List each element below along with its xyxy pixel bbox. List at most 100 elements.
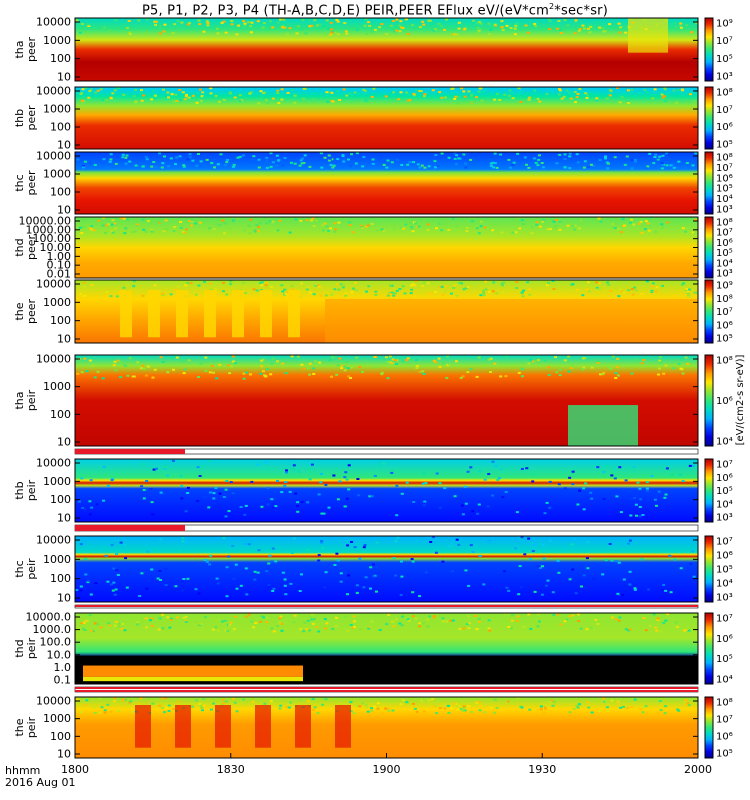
colorbar-units-label: [eV/(cm2-s sr-eV)]	[735, 354, 746, 445]
y-tick-label: 10000.00	[19, 215, 72, 228]
colorbar-tick-label: 10⁸	[716, 88, 733, 99]
colorbar-tick-label: 10³	[716, 205, 733, 216]
colorbar-tick-label: 10⁷	[716, 715, 733, 726]
y-axis-label: thapeer	[13, 37, 38, 63]
colorbar-tick-label: 10⁶	[716, 173, 733, 184]
colorbar-tick-label: 10³	[716, 269, 733, 280]
panel-thb-peir: 10000 1000 100 10 thbpeir 10⁷ 10⁶ 10⁵ 10⁴ 10³	[13, 457, 733, 525]
time-axis-label: hhmm	[5, 764, 41, 777]
y-axis-label: thapeir	[13, 389, 38, 411]
panel-tha-peer: 10000 1000 100 10 thapeer 10⁹ 10⁷ 10⁵ 10³	[13, 16, 733, 84]
y-tick-label: 100	[50, 493, 71, 506]
y-tick-label: 10	[57, 512, 71, 525]
y-tick-label: 10000	[36, 278, 71, 291]
colorbar	[704, 535, 714, 603]
status-bar	[74, 524, 699, 532]
status-bar	[74, 686, 699, 693]
y-tick-label: 10000	[36, 534, 71, 547]
y-axis-label: thepeir	[13, 716, 38, 738]
y-tick-label: 100	[50, 121, 71, 134]
colorbar-tick-label: 10³	[716, 72, 733, 83]
y-axis-label: thdpeer	[13, 235, 38, 261]
y-tick-label: 10000	[36, 150, 71, 163]
panel-the-peer: 10000 1000 100 10 thepeer 10⁹ 10⁸ 10⁷ 10⁶ 10⁵	[13, 278, 733, 346]
y-tick-label: 100.0	[40, 636, 72, 649]
colorbar-tick-label: 10⁶	[716, 732, 733, 743]
y-tick-label: 10000.0	[26, 611, 72, 624]
y-tick-label: 1000	[43, 380, 71, 393]
colorbar	[704, 17, 714, 82]
colorbar	[704, 458, 714, 523]
y-axis-label: thbpeir	[13, 479, 38, 501]
colorbar-tick-label: 10⁴	[716, 194, 733, 205]
y-tick-label: 10	[57, 71, 71, 84]
colorbar-tick-label: 10⁵	[716, 140, 733, 151]
colorbar-tick-label: 10⁵	[716, 486, 733, 497]
colorbar-tick-label: 10⁶	[716, 122, 733, 133]
colorbar-tick-label: 10⁶	[716, 396, 733, 407]
y-tick-label: 100	[50, 186, 71, 199]
y-tick-label: 1000	[43, 34, 71, 47]
colorbar-tick-label: 10⁸	[716, 153, 733, 164]
x-tick-label: 1930	[528, 763, 556, 776]
y-tick-label: 10000	[36, 16, 71, 29]
y-tick-label: 10	[57, 204, 71, 217]
colorbar-tick-label: 10⁷	[716, 163, 733, 174]
date-label: 2016 Aug 01	[5, 776, 76, 789]
colorbar-tick-label: 10⁵	[716, 54, 733, 65]
colorbar-tick-label: 10⁹	[716, 19, 733, 30]
y-tick-label: 100	[50, 408, 71, 421]
y-tick-label: 10.0	[47, 648, 72, 661]
colorbar-tick-label: 10⁵	[716, 334, 733, 345]
y-tick-label: 1.00	[47, 250, 72, 263]
colorbar-tick-label: 10⁷	[716, 228, 733, 239]
y-tick-label: 1000	[43, 475, 71, 488]
y-axis-label: thbpeer	[13, 105, 38, 131]
colorbar-tick-label: 10⁵	[716, 565, 733, 576]
y-tick-label: 10.00	[40, 241, 72, 254]
x-tick-label: 1800	[61, 763, 89, 776]
colorbar-tick-label: 10⁴	[716, 258, 733, 269]
y-tick-label: 100	[50, 572, 71, 585]
colorbar-tick-label: 10³	[716, 593, 733, 604]
colorbar-tick-label: 10⁶	[716, 473, 733, 484]
colorbar-tick-label: 10⁴	[716, 675, 733, 686]
y-tick-label: 1000	[43, 168, 71, 181]
colorbar-tick-label: 10⁸	[716, 698, 733, 709]
y-tick-label: 10	[57, 592, 71, 605]
colorbar-tick-label: 10⁵	[716, 654, 733, 665]
colorbar-tick-label: 10⁸	[716, 218, 733, 229]
status-bar	[74, 448, 699, 455]
colorbar-tick-label: 10³	[716, 513, 733, 524]
y-tick-label: 0.10	[47, 259, 72, 272]
y-tick-label: 1000.00	[26, 223, 72, 236]
y-tick-label: 10000	[36, 353, 71, 366]
y-tick-label: 10	[57, 139, 71, 152]
y-tick-label: 100	[50, 52, 71, 65]
colorbar-tick-label: 10⁵	[716, 749, 733, 760]
colorbar-tick-label: 10⁶	[716, 238, 733, 249]
colorbar	[704, 86, 714, 150]
y-tick-label: 1000.0	[33, 623, 72, 636]
colorbar	[704, 354, 714, 447]
y-axis-label: thepeer	[13, 299, 38, 325]
y-tick-label: 0.1	[54, 674, 72, 687]
y-axis-label: thcpeer	[13, 170, 38, 196]
colorbar-tick-label: 10⁷	[716, 105, 733, 116]
x-tick-label: 1900	[373, 763, 401, 776]
y-tick-label: 100.00	[33, 232, 72, 245]
colorbar	[704, 696, 714, 759]
colorbar-tick-label: 10⁴	[716, 437, 733, 448]
y-tick-label: 100	[50, 730, 71, 743]
y-tick-label: 10	[57, 748, 71, 761]
colorbar-tick-label: 10⁵	[716, 184, 733, 195]
colorbar-tick-label: 10⁸	[716, 294, 733, 305]
panel-tha-peir: 10000 1000 100 10 thapeir 10⁸ 10⁶ 10⁴	[13, 353, 733, 449]
colorbar-tick-label: 10⁴	[716, 579, 733, 590]
colorbar-tick-label: 10⁶	[716, 551, 733, 562]
colorbar-tick-label: 10⁵	[716, 248, 733, 259]
